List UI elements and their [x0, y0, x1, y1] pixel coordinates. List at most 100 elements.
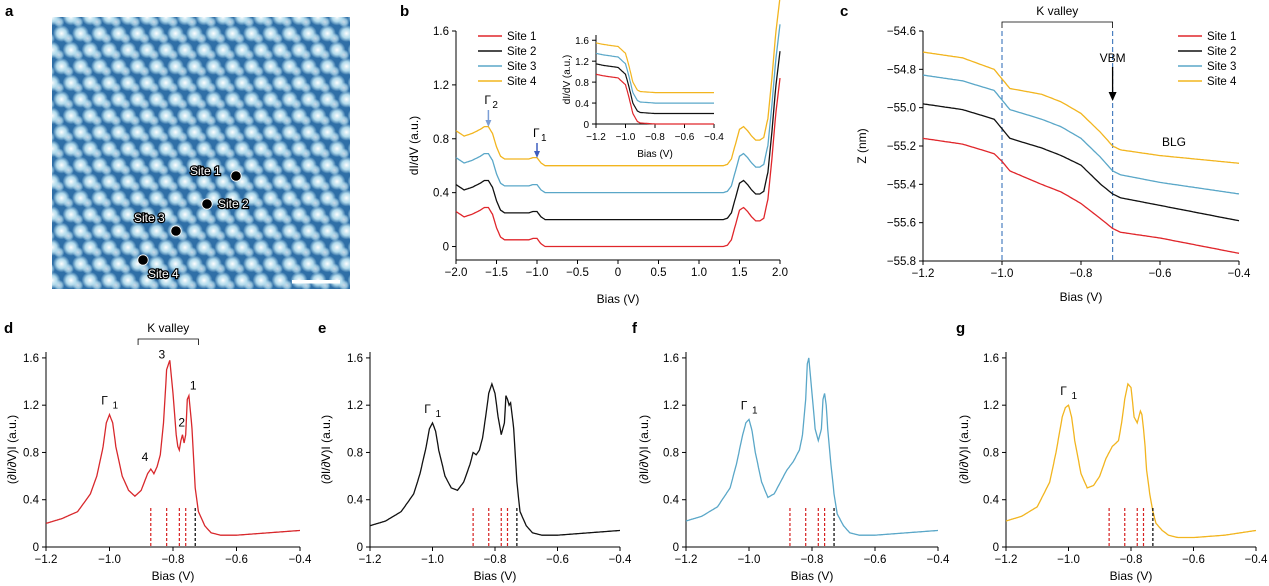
stm-spot: [395, 288, 412, 305]
site-marker: [137, 254, 149, 266]
stm-spot: [253, 305, 270, 322]
stm-spot: [82, 0, 93, 11]
stm-spot: [281, 82, 293, 94]
stm-spot: [25, 239, 42, 256]
stm-spot: [386, 296, 397, 307]
stm-spot: [424, 165, 435, 176]
stm-spot: [63, 0, 74, 11]
stm-spot: [25, 41, 42, 58]
stm-spot: [272, 263, 283, 275]
stm-spot: [281, 49, 293, 61]
stm-spot: [171, 288, 180, 289]
stm-spot: [110, 148, 122, 160]
stm-spot: [329, 131, 340, 143]
stm-spot: [415, 17, 426, 28]
y-tick-label: 0.4: [663, 495, 680, 507]
stm-spot: [139, 32, 150, 44]
stm-spot: [358, 214, 369, 225]
stm-spot: [205, 321, 222, 338]
stm-spot: [415, 49, 426, 60]
stm-spot: [338, 82, 350, 94]
stm-spot: [291, 131, 302, 143]
stm-spot: [139, 296, 150, 307]
stm-spot: [376, 58, 393, 75]
stm-spot: [319, 17, 331, 28]
stm-spot: [177, 32, 188, 44]
stm-spot: [386, 165, 397, 176]
stm-spot: [6, 272, 23, 289]
gamma1-label: Γ: [424, 402, 431, 416]
stm-spot: [224, 0, 241, 9]
stm-spot: [253, 131, 264, 143]
stm-spot: [63, 329, 74, 340]
stm-spot: [196, 164, 207, 176]
stm-spot: [319, 49, 331, 61]
stm-spot: [224, 148, 236, 160]
k-valley-label: K valley: [147, 321, 189, 335]
stm-spot: [53, 148, 65, 160]
series-line: [922, 103, 1240, 222]
stm-spot: [139, 0, 150, 11]
y-tick-label: 0.8: [575, 78, 589, 89]
stm-spot: [367, 0, 378, 11]
stm-spot: [196, 296, 207, 307]
y-tick-label: 0: [583, 120, 589, 131]
stm-spot: [82, 164, 93, 176]
stm-spot: [25, 263, 36, 274]
stm-spot: [101, 65, 112, 77]
stm-spot: [367, 140, 384, 157]
stm-spot: [53, 0, 70, 9]
y-tick-label: 0.8: [663, 447, 679, 459]
stm-spot: [386, 41, 403, 58]
stm-spot: [323, 288, 332, 289]
stm-spot: [129, 181, 141, 193]
stm-spot: [386, 305, 403, 322]
stm-spot: [76, 288, 85, 289]
stm-spot: [16, 181, 27, 192]
legend-label: Site 2: [507, 46, 536, 58]
stm-spot: [348, 34, 350, 43]
stm-spot: [206, 313, 217, 324]
stm-spot: [82, 32, 93, 44]
stm-spot: [148, 213, 160, 225]
stm-spot: [120, 263, 131, 275]
stm-spot: [72, 17, 84, 28]
stm-spot: [347, 109, 350, 122]
panel-b-letter: b: [400, 3, 409, 20]
stm-spot: [158, 164, 169, 176]
legend-label: Site 3: [1207, 61, 1236, 73]
stm-spot: [262, 321, 279, 338]
spectrum-line: [45, 360, 300, 536]
stm-spot: [262, 148, 274, 160]
stm-spot: [243, 148, 255, 160]
spectrum-line: [1005, 382, 1257, 539]
stm-spot: [291, 65, 302, 77]
stm-spot: [367, 66, 378, 77]
stm-spot: [281, 213, 293, 225]
stm-spot: [424, 329, 435, 340]
stm-spot: [347, 241, 350, 254]
stm-spot: [91, 246, 103, 258]
stm-spot: [414, 288, 431, 305]
stm-spot: [310, 65, 321, 77]
stm-spot: [281, 0, 298, 9]
gamma1-label: Γ: [1060, 384, 1067, 398]
stm-spot: [281, 279, 293, 289]
stm-spot: [15, 25, 32, 42]
stm-spot: [139, 65, 150, 77]
x-tick-label: −1.2: [675, 554, 698, 566]
stm-spot: [224, 49, 236, 61]
stm-spot: [158, 32, 169, 44]
stm-spot: [196, 65, 207, 77]
x-tick-label: −0.4: [1228, 268, 1251, 280]
stm-spot: [25, 206, 42, 223]
k-valley-bracket: [137, 338, 199, 345]
stm-spot: [348, 329, 359, 340]
stm-spot: [82, 197, 93, 209]
stm-spot: [329, 263, 340, 275]
stm-spot: [129, 213, 141, 225]
stm-spot: [234, 329, 245, 340]
stm-spot: [25, 305, 42, 322]
stm-spot: [16, 280, 27, 291]
stm-spot: [82, 230, 93, 242]
